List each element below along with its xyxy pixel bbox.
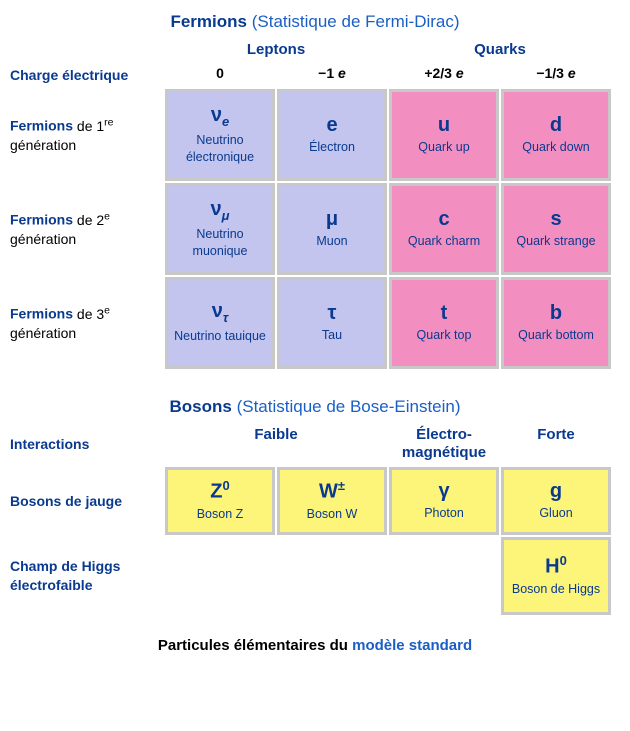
quarks-header: Quarks bbox=[389, 38, 611, 61]
particle-symbol: τ bbox=[328, 303, 337, 323]
charge-pos23: +2/3 e bbox=[389, 63, 499, 87]
fermion-cell-1-2: c Quark charm bbox=[389, 183, 499, 275]
fermion-cell-2-3: b Quark bottom bbox=[501, 277, 611, 369]
particle-symbol: H0 bbox=[545, 554, 567, 577]
particle-symbol: γ bbox=[438, 481, 449, 501]
fermion-cell-0-0: νe Neutrino électronique bbox=[165, 89, 275, 181]
particle-name: Neutrino tauique bbox=[174, 328, 266, 345]
particle-name: Tau bbox=[322, 327, 342, 344]
bosons-grid: Interactions Faible Électro- magnétique … bbox=[8, 423, 622, 615]
gauge-bosons-label: Bosons de jauge bbox=[8, 467, 163, 535]
particle-name: Muon bbox=[316, 233, 347, 250]
particle-symbol: t bbox=[441, 303, 448, 323]
particle-name: Quark charm bbox=[408, 233, 480, 250]
charge-neg13: −1/3 e bbox=[501, 63, 611, 87]
particle-symbol: μ bbox=[326, 209, 338, 229]
particle-name: Photon bbox=[424, 505, 464, 522]
fermion-gen-3-label: Fermions de 3e génération bbox=[8, 277, 163, 369]
particle-symbol: νμ bbox=[211, 199, 230, 222]
particle-symbol: g bbox=[550, 481, 562, 501]
interaction-forte: Forte bbox=[501, 423, 611, 465]
particle-name: Neutrino électronique bbox=[170, 132, 270, 166]
particle-symbol: s bbox=[550, 209, 561, 229]
particle-name: Quark up bbox=[418, 139, 469, 156]
particle-symbol: d bbox=[550, 115, 562, 135]
particle-name: Gluon bbox=[539, 505, 572, 522]
particle-name: Neutrino muonique bbox=[170, 226, 270, 260]
fermion-gen-2-label: Fermions de 2e génération bbox=[8, 183, 163, 275]
fermion-cell-1-1: μ Muon bbox=[277, 183, 387, 275]
particle-symbol: e bbox=[326, 115, 337, 135]
particle-symbol: W± bbox=[319, 479, 345, 502]
fermions-title-paren: (Statistique de Fermi-Dirac) bbox=[252, 12, 460, 31]
gauge-boson-cell-0: Z0 Boson Z bbox=[165, 467, 275, 535]
bosons-title-bold: Bosons bbox=[169, 397, 231, 416]
charge-label: Charge électrique bbox=[8, 63, 163, 87]
particle-name: Quark top bbox=[417, 327, 472, 344]
charge-neg1: −1 e bbox=[277, 63, 387, 87]
fermion-cell-0-1: e Électron bbox=[277, 89, 387, 181]
particle-name: Quark bottom bbox=[518, 327, 594, 344]
interaction-em: Électro- magnétique bbox=[389, 423, 499, 465]
fermion-cell-1-3: s Quark strange bbox=[501, 183, 611, 275]
particle-symbol: νe bbox=[211, 105, 229, 128]
fermion-gen-1-label: Fermions de 1re génération bbox=[8, 89, 163, 181]
bosons-title: Bosons (Statistique de Bose-Einstein) bbox=[8, 397, 622, 417]
fermion-cell-0-2: u Quark up bbox=[389, 89, 499, 181]
fermions-grid: Leptons Quarks Charge électrique 0 −1 e … bbox=[8, 38, 622, 369]
particle-symbol: Z0 bbox=[210, 479, 229, 502]
particle-name: Boson de Higgs bbox=[512, 581, 600, 598]
gauge-boson-cell-3: g Gluon bbox=[501, 467, 611, 535]
particle-symbol: ντ bbox=[212, 301, 228, 324]
particle-symbol: c bbox=[438, 209, 449, 229]
gauge-boson-cell-2: γ Photon bbox=[389, 467, 499, 535]
higgs-cell: H0 Boson de Higgs bbox=[501, 537, 611, 615]
particle-name: Boson W bbox=[307, 506, 358, 523]
particle-name: Électron bbox=[309, 139, 355, 156]
particle-name: Quark down bbox=[522, 139, 589, 156]
caption: Particules élémentaires du modèle standa… bbox=[8, 637, 622, 654]
bosons-title-paren: (Statistique de Bose-Einstein) bbox=[237, 397, 461, 416]
leptons-header: Leptons bbox=[165, 38, 387, 61]
particle-name: Boson Z bbox=[197, 506, 244, 523]
fermion-cell-2-1: τ Tau bbox=[277, 277, 387, 369]
higgs-label: Champ de Higgsélectrofaible bbox=[8, 537, 163, 615]
particle-symbol: b bbox=[550, 303, 562, 323]
gauge-boson-cell-1: W± Boson W bbox=[277, 467, 387, 535]
charge-0: 0 bbox=[165, 63, 275, 87]
fermion-cell-0-3: d Quark down bbox=[501, 89, 611, 181]
fermion-cell-2-0: ντ Neutrino tauique bbox=[165, 277, 275, 369]
interaction-faible: Faible bbox=[165, 423, 387, 465]
particle-name: Quark strange bbox=[516, 233, 595, 250]
particle-symbol: u bbox=[438, 115, 450, 135]
fermion-cell-2-2: t Quark top bbox=[389, 277, 499, 369]
caption-link[interactable]: modèle standard bbox=[352, 637, 472, 654]
fermion-cell-1-0: νμ Neutrino muonique bbox=[165, 183, 275, 275]
fermions-title: Fermions (Statistique de Fermi-Dirac) bbox=[8, 12, 622, 32]
interactions-label: Interactions bbox=[8, 423, 163, 465]
fermions-title-bold: Fermions bbox=[170, 12, 247, 31]
caption-pre: Particules élémentaires du bbox=[158, 637, 352, 654]
